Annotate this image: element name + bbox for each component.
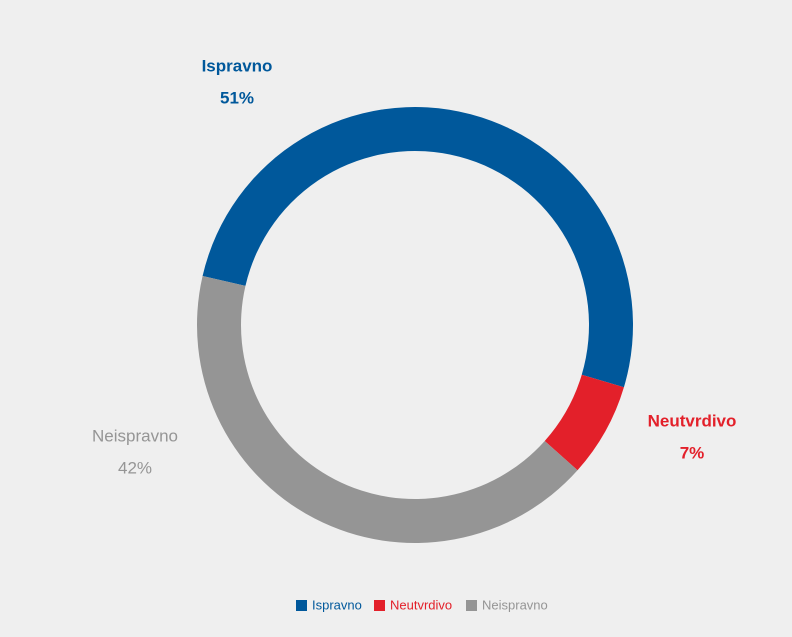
legend-label: Neutvrdivo	[390, 597, 452, 612]
donut-slice	[196, 275, 578, 544]
legend-label: Ispravno	[312, 597, 362, 612]
slice-label: Neutvrdivo	[648, 411, 737, 430]
donut-slice	[544, 374, 624, 471]
legend-label: Neispravno	[482, 597, 548, 612]
slice-value-label: 42%	[118, 458, 152, 477]
slice-value-label: 7%	[680, 443, 705, 462]
donut-slice	[202, 106, 634, 388]
legend-swatch	[374, 600, 385, 611]
slice-value-label: 51%	[220, 88, 254, 107]
slice-label: Neispravno	[92, 426, 178, 445]
legend-swatch	[296, 600, 307, 611]
legend-swatch	[466, 600, 477, 611]
slice-label: Ispravno	[202, 56, 273, 75]
